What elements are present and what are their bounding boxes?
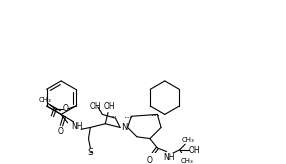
Text: O: O [58,127,63,136]
Text: S: S [88,148,93,157]
Text: ...: ... [150,109,160,119]
Text: OH: OH [89,102,101,112]
Text: NH: NH [72,122,83,131]
Text: O: O [147,156,153,164]
Text: CH₃: CH₃ [39,97,51,103]
Text: ...: ... [124,110,134,120]
Text: CH₃: CH₃ [181,158,194,164]
Text: OH: OH [103,102,115,112]
Text: OH: OH [189,146,200,155]
Text: CH₃: CH₃ [182,137,194,144]
Text: O: O [62,104,68,113]
Text: NH: NH [164,153,175,162]
Text: N: N [121,123,127,132]
Text: ...: ... [110,112,117,118]
